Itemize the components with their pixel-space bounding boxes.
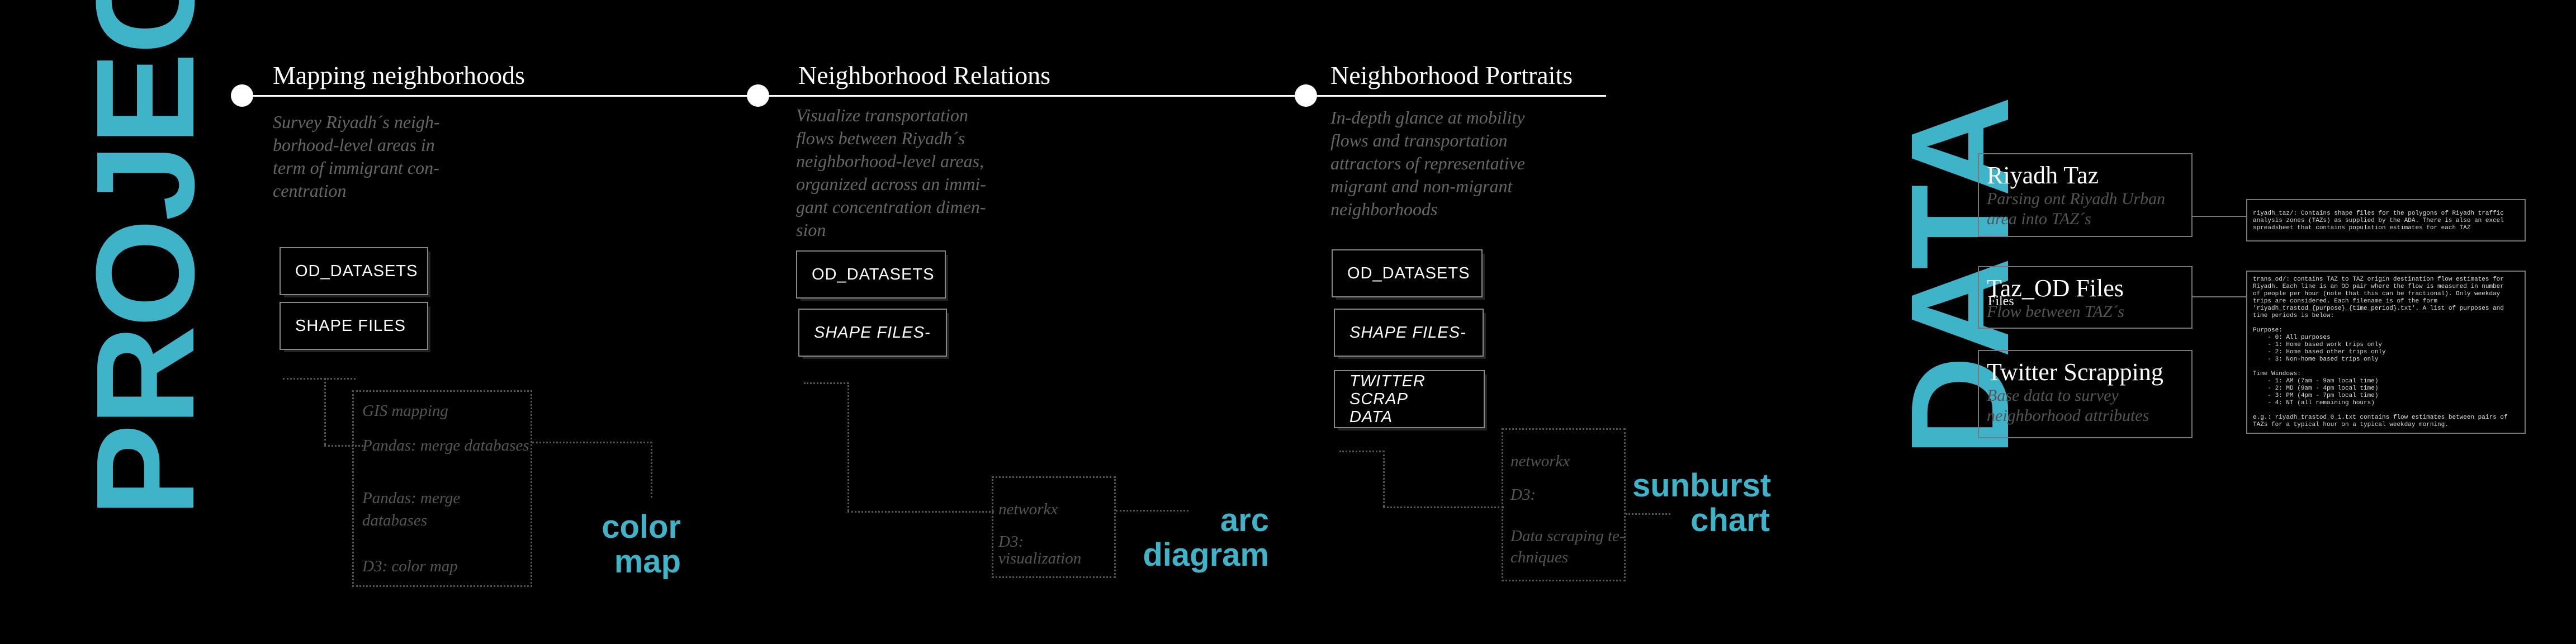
data-info-taz: riyadh_taz/: Contains shape files for th… <box>2246 199 2526 242</box>
phase-2-description: Visualize transportation flows between R… <box>796 104 1003 242</box>
phase-1-tool: Pandas: merge <box>362 487 460 509</box>
phase-3-tool: networkx <box>1510 451 1570 472</box>
data-info-od: trans_od/: contains TAZ to TAZ origin de… <box>2246 271 2526 434</box>
phase-2-tool: networkx <box>998 499 1058 520</box>
phase-1-tool: GIS mapping <box>362 400 448 422</box>
data-source-overlay: Files <box>1988 294 2014 309</box>
phase-3-viz-label: sunburst chart <box>1632 468 1770 538</box>
viz-line: chart <box>1632 503 1770 538</box>
phase-3-tool: Data scraping te- <box>1510 525 1625 547</box>
timeline-line <box>242 95 1606 97</box>
dataset-line: DATA <box>1349 408 1484 426</box>
phase-2-viz-label: arc diagram <box>1124 503 1269 572</box>
data-source-title: Riyadh Taz <box>1987 162 2184 189</box>
viz-line: diagram <box>1124 538 1269 572</box>
data-connector <box>2193 216 2247 217</box>
viz-line: sunburst <box>1632 468 1770 503</box>
dataset-line: TWITTER SCRAP <box>1349 372 1484 408</box>
timeline-dot-3 <box>1295 84 1317 107</box>
data-source-twitter: Twitter Scrapping Base data to survey ne… <box>1978 350 2193 438</box>
data-source-title: Taz_OD Files <box>1987 275 2184 302</box>
phase-2-dataset-od: OD_DATASETS <box>796 250 946 299</box>
data-source-subtitle: Flow between TAZ´s <box>1987 302 2184 322</box>
phase-2-title: Neighborhood Relations <box>798 60 1050 90</box>
data-source-title: Twitter Scrapping <box>1987 359 2184 386</box>
phase-1-dataset-od: OD_DATASETS <box>280 247 428 295</box>
timeline-dot-1 <box>231 84 253 107</box>
phase-1-connector <box>324 378 326 445</box>
phase-2-connector <box>847 511 994 513</box>
phase-3-dataset-twitter: TWITTER SCRAP DATA <box>1334 370 1485 428</box>
phase-1-tool: Pandas: merge databases <box>362 435 529 456</box>
data-source-subtitle: Parsing ont Riyadh Urban area into TAZ´s <box>1987 189 2184 229</box>
phase-1-tool: D3: color map <box>362 556 458 577</box>
timeline-dot-2 <box>747 84 769 107</box>
phase-3-connector <box>1383 506 1504 508</box>
phase-1-title: Mapping neighborhoods <box>273 60 525 90</box>
phase-3-connector <box>1383 451 1385 506</box>
phase-1-connector <box>532 442 652 443</box>
phase-1-connector <box>651 442 652 498</box>
phase-1-tool: databases <box>362 510 427 531</box>
phase-3-description: In-depth glance at mobility flows and tr… <box>1330 106 1543 221</box>
phase-1-dataset-shape: SHAPE FILES <box>280 302 428 350</box>
phase-3-tool: chniques <box>1510 547 1568 568</box>
phase-2-tool: visualization <box>998 548 1081 569</box>
viz-line: color <box>559 510 681 544</box>
phase-3-dataset-shape: SHAPE FILES- <box>1334 309 1484 357</box>
phase-1-description: Survey Riyadh´s neigh-borhood-level area… <box>273 111 457 202</box>
project-title: PROJECT <box>75 25 215 517</box>
phase-3-dataset-od: OD_DATASETS <box>1332 249 1483 297</box>
data-source-subtitle: Base data to survey neighborhood attribu… <box>1987 386 2184 426</box>
phase-3-title: Neighborhood Portraits <box>1330 60 1573 90</box>
phase-1-viz-label: color map <box>559 510 681 579</box>
viz-line: map <box>559 544 681 579</box>
data-source-riyadh-taz: Riyadh Taz Parsing ont Riyadh Urban area… <box>1978 153 2193 237</box>
phase-2-connector <box>847 382 849 511</box>
phase-3-connector <box>1339 451 1384 452</box>
phase-2-dataset-shape: SHAPE FILES- <box>798 309 947 357</box>
phase-1-connector <box>283 378 356 380</box>
data-connector <box>2193 296 2247 297</box>
phase-2-connector <box>804 382 849 384</box>
viz-line: arc <box>1124 503 1269 538</box>
phase-3-tool: D3: <box>1510 484 1536 505</box>
data-source-taz-od: Taz_OD Files Flow between TAZ´s Files <box>1978 266 2193 329</box>
